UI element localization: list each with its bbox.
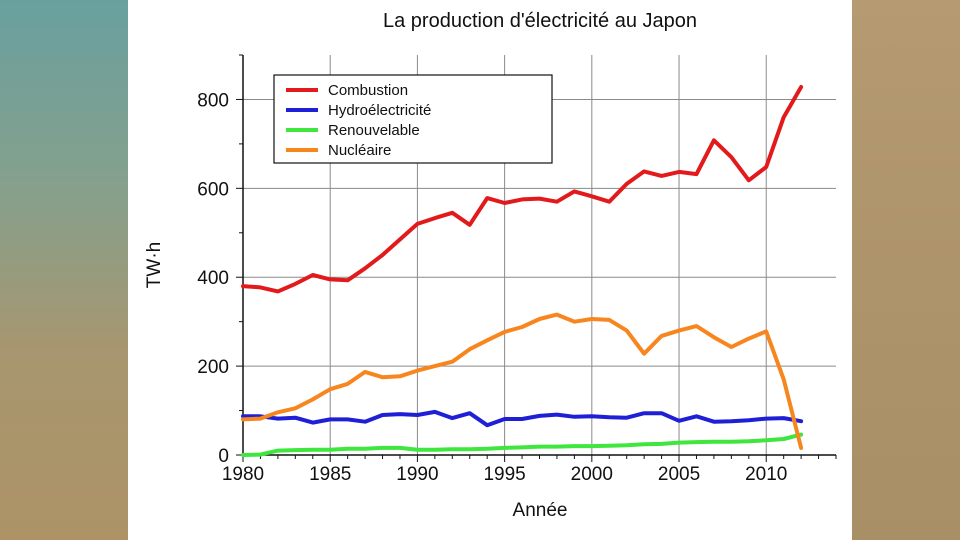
y-tick-label: 200 (197, 357, 229, 378)
tick-labels: 1980 1985 1990 1995 2000 2005 2010 0 200 400 600 80… (197, 90, 787, 485)
chart-title: La production d'électricité au Japon (383, 10, 697, 32)
x-tick-label: 2000 (571, 464, 613, 485)
legend-label-hydroelectricite: Hydroélectricité (328, 102, 431, 119)
x-tick-label: 1990 (396, 464, 438, 485)
y-tick-label: 400 (197, 268, 229, 289)
y-tick-label: 0 (218, 446, 229, 467)
series-line-combustion (241, 85, 804, 294)
legend: Combustion Hydroélectricité Renouvelable Nu… (273, 74, 553, 164)
legend-label-nucleaire: Nucléaire (328, 142, 391, 159)
legend-box (273, 74, 553, 164)
x-tick-label: 1995 (483, 464, 525, 485)
x-tick-label: 2010 (745, 464, 787, 485)
x-tick-label: 1985 (309, 464, 351, 485)
left-background (0, 0, 128, 540)
series-lines (241, 85, 804, 457)
y-tick-label: 600 (197, 179, 229, 200)
x-tick-label: 2005 (658, 464, 700, 485)
x-axis-title: Année (513, 500, 568, 521)
series-line-nucleaire (241, 312, 804, 450)
y-axis-title: TW·h (144, 242, 165, 288)
y-tick-label: 800 (197, 90, 229, 111)
axes (236, 54, 837, 462)
right-background (852, 0, 960, 540)
series-line-hydroelectricite (241, 409, 804, 428)
legend-label-renouvelable: Renouvelable (328, 122, 420, 139)
x-tick-label: 1980 (222, 464, 264, 485)
series-line-renouvelable (241, 432, 804, 457)
legend-label-combustion: Combustion (328, 82, 408, 99)
